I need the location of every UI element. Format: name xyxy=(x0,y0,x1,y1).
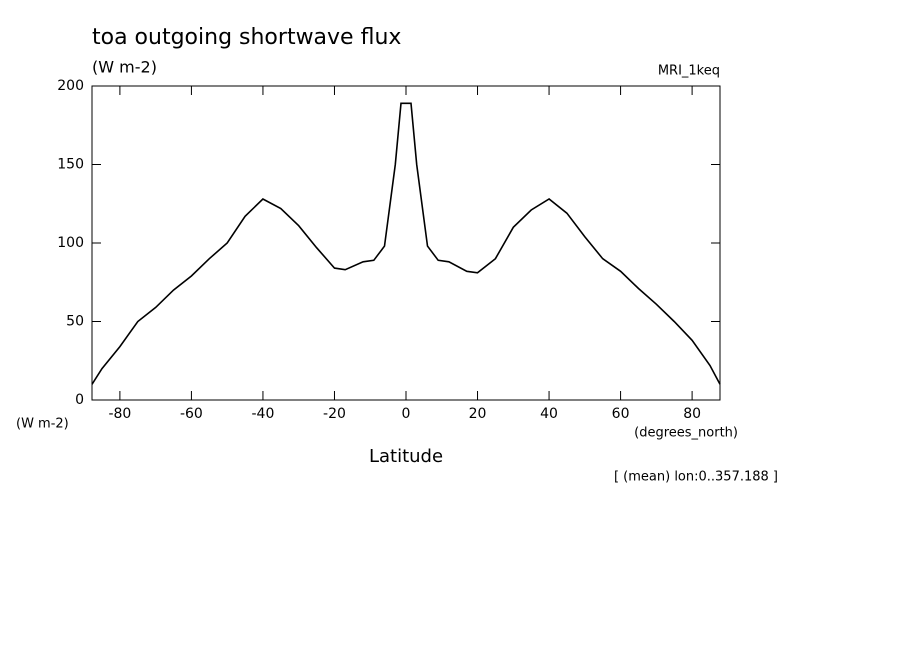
x-tick-label: 0 xyxy=(402,406,411,422)
x-tick-label: -40 xyxy=(252,406,275,422)
subtitle: (W m-2) xyxy=(92,58,157,77)
x-tick-label: -60 xyxy=(180,406,203,422)
plot-frame xyxy=(91,85,721,401)
note: [ (mean) lon:0..357.188 ] xyxy=(614,470,778,485)
x-tick-label: -80 xyxy=(108,406,131,422)
y-tick-label: 50 xyxy=(66,314,84,330)
x-tick-label: 60 xyxy=(612,406,630,422)
x-tick-label: 80 xyxy=(683,406,701,422)
y-tick-label: 150 xyxy=(57,157,84,173)
y-axis-label: (W m-2) xyxy=(16,417,69,432)
y-tick-label: 100 xyxy=(57,235,84,251)
x-tick-label: 20 xyxy=(469,406,487,422)
x-axis-label: Latitude xyxy=(369,446,443,467)
annotation: MRI_1keq xyxy=(658,64,720,79)
x-tick-label: 40 xyxy=(540,406,558,422)
y-tick-label: 0 xyxy=(75,392,84,408)
data-line xyxy=(91,102,721,385)
x-unit: (degrees_north) xyxy=(634,426,738,441)
x-tick-label: -20 xyxy=(323,406,346,422)
y-tick-label: 200 xyxy=(57,78,84,94)
chart-title: toa outgoing shortwave flux xyxy=(92,25,401,50)
